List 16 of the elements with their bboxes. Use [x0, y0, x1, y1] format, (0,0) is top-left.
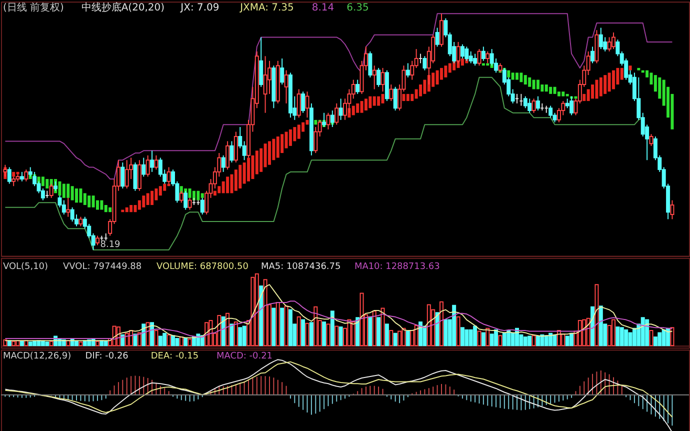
annotation: JXMA: 7.35 — [239, 2, 294, 14]
text: MA10: 1288713.63 — [354, 262, 440, 272]
annotation: 6.35 — [346, 2, 369, 14]
annotation: DIF: -0.26 — [85, 352, 129, 362]
annotation: JX: 7.09 — [180, 2, 220, 14]
annotation: (日线 前复权) — [2, 2, 64, 14]
annotation: 8.14 — [312, 2, 334, 14]
text: VVOL: 797449.88 — [63, 262, 142, 272]
text: MA5: 1087436.75 — [261, 262, 341, 272]
annotation: MACD: -0.21 — [216, 352, 272, 362]
annotation: MACD(12,26,9) — [2, 352, 72, 362]
annotation: 8.19 — [100, 240, 121, 250]
annotation: 中线抄底A(20,20) — [81, 2, 165, 14]
text: VOL(5,10) — [2, 262, 48, 272]
text: VOLUME: 687800.50 — [156, 262, 249, 272]
annotation: DEA: -0.15 — [150, 352, 199, 362]
